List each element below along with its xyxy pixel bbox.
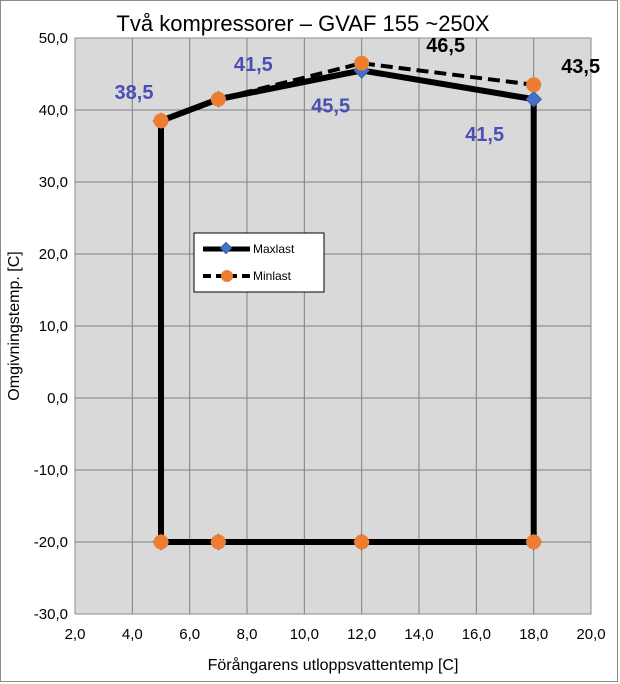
x-tick-label: 16,0 — [462, 626, 491, 643]
x-tick-label: 20,0 — [576, 626, 605, 643]
x-tick-label: 8,0 — [237, 626, 258, 643]
x-tick-label: 18,0 — [519, 626, 548, 643]
y-tick-label: -10,0 — [34, 462, 68, 479]
data-label: 38,5 — [115, 82, 154, 104]
marker-minlast — [354, 55, 370, 71]
marker-minlast — [210, 91, 226, 107]
marker-minlast — [153, 113, 169, 129]
marker-minlast — [210, 534, 226, 550]
data-label: 45,5 — [311, 95, 350, 117]
legend-label-minlast: Minlast — [253, 269, 292, 283]
y-tick-label: 40,0 — [39, 102, 68, 119]
marker-minlast — [526, 77, 542, 93]
y-tick-label: 10,0 — [39, 318, 68, 335]
data-label: 41,5 — [234, 54, 273, 76]
x-tick-labels: 2,0 4,0 6,0 8,0 10,0 12,0 14,0 16,0 18,0 20,0 — [65, 626, 606, 643]
x-tick-label: 2,0 — [65, 626, 86, 643]
x-axis-title: Förångarens utloppsvattentemp [C] — [208, 656, 459, 674]
marker-minlast — [153, 534, 169, 550]
x-tick-label: 14,0 — [404, 626, 433, 643]
legend-label-maxlast: Maxlast — [253, 242, 295, 256]
series-markers — [152, 55, 543, 551]
legend-marker-maxlast — [219, 241, 233, 255]
y-axis-title: Omgivningstemp. [C] — [6, 251, 23, 400]
legend-marker-minlast — [221, 270, 233, 282]
marker-minlast — [526, 534, 542, 550]
x-tick-label: 6,0 — [179, 626, 200, 643]
x-tick-label: 4,0 — [122, 626, 143, 643]
legend: Maxlast Minlast — [193, 232, 325, 293]
y-tick-label: 20,0 — [39, 246, 68, 263]
y-tick-label: 50,0 — [39, 30, 68, 47]
data-annotations: 38,5 41,5 45,5 41,5 46,5 43,5 — [115, 35, 601, 146]
y-tick-label: -30,0 — [34, 606, 68, 623]
y-tick-labels: 50,0 40,0 30,0 20,0 10,0 0,0 -10,0 -20,0 -30,0 — [34, 30, 68, 623]
data-label: 41,5 — [465, 124, 504, 146]
x-tick-label: 10,0 — [290, 626, 319, 643]
y-tick-label: 0,0 — [47, 390, 68, 407]
marker-maxlast — [525, 90, 543, 108]
chart-title: Två kompressorer – GVAF 155 ~250X — [116, 11, 489, 36]
data-label: 46,5 — [426, 35, 465, 57]
legend-box — [193, 232, 325, 293]
y-tick-label: -20,0 — [34, 534, 68, 551]
marker-minlast — [354, 534, 370, 550]
x-tick-label: 12,0 — [347, 626, 376, 643]
data-label: 43,5 — [561, 56, 600, 78]
y-tick-label: 30,0 — [39, 174, 68, 191]
